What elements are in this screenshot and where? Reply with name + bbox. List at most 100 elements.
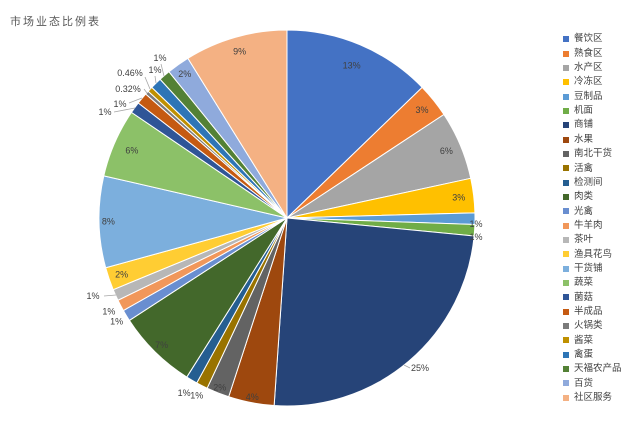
legend-label: 商铺 bbox=[574, 119, 594, 131]
chart-title: 市场业态比例表 bbox=[10, 16, 101, 28]
legend-item[interactable]: 检测间 bbox=[563, 175, 622, 189]
legend-item[interactable]: 天福农产品 bbox=[563, 362, 622, 376]
legend-item[interactable]: 水产区 bbox=[563, 61, 622, 75]
pie-data-label-15: 1% bbox=[86, 291, 99, 301]
legend-item[interactable]: 机面 bbox=[563, 104, 622, 118]
pie-data-label-26: 9% bbox=[233, 47, 246, 57]
legend-item[interactable]: 餐饮区 bbox=[563, 32, 622, 46]
legend-label: 社区服务 bbox=[574, 392, 613, 404]
legend-label: 百货 bbox=[574, 377, 594, 389]
legend-label: 水果 bbox=[574, 133, 594, 145]
legend-label: 牛羊肉 bbox=[574, 219, 603, 231]
pie-data-label-18: 6% bbox=[125, 145, 138, 155]
legend-label: 餐饮区 bbox=[574, 33, 603, 45]
legend-label: 茶叶 bbox=[574, 234, 594, 246]
pie-slice-17[interactable] bbox=[98, 175, 288, 269]
legend-item[interactable]: 半成品 bbox=[563, 305, 622, 319]
legend-color-swatch bbox=[563, 251, 569, 258]
legend-label: 菌菇 bbox=[574, 291, 594, 303]
legend-color-swatch bbox=[563, 222, 569, 229]
legend-label: 蔬菜 bbox=[574, 277, 594, 289]
legend-color-swatch bbox=[563, 351, 569, 358]
legend-color-swatch bbox=[563, 208, 569, 215]
legend-label: 光禽 bbox=[574, 205, 594, 217]
legend-label: 水产区 bbox=[574, 62, 603, 74]
legend-color-swatch bbox=[563, 337, 569, 344]
legend-item[interactable]: 熟食区 bbox=[563, 46, 622, 60]
legend-color-swatch bbox=[563, 394, 569, 401]
pie-slice-1[interactable] bbox=[286, 29, 423, 219]
legend-item[interactable]: 南北干货 bbox=[563, 147, 622, 161]
pie-slice-7[interactable] bbox=[273, 217, 475, 407]
pie-data-label-7: 25% bbox=[411, 363, 429, 373]
legend-label: 南北干货 bbox=[574, 148, 613, 160]
legend-color-swatch bbox=[563, 193, 569, 200]
legend-item[interactable]: 活禽 bbox=[563, 161, 622, 175]
legend-color-swatch bbox=[563, 323, 569, 330]
legend-item[interactable]: 渔具花鸟 bbox=[563, 247, 622, 261]
legend-color-swatch bbox=[563, 64, 569, 71]
pie-data-label-2: 3% bbox=[415, 105, 428, 115]
legend-item[interactable]: 豆制品 bbox=[563, 89, 622, 103]
legend-label: 火锅类 bbox=[574, 320, 603, 332]
legend-color-swatch bbox=[563, 165, 569, 172]
pie-data-label-11: 1% bbox=[178, 388, 191, 398]
legend-label: 酱菜 bbox=[574, 334, 594, 346]
legend-color-swatch bbox=[563, 179, 569, 186]
legend-label: 禽蛋 bbox=[574, 348, 594, 360]
legend-color-swatch bbox=[563, 366, 569, 373]
legend-label: 豆制品 bbox=[574, 90, 603, 102]
legend-color-swatch bbox=[563, 50, 569, 57]
pie-data-label-10: 1% bbox=[190, 391, 203, 401]
legend-color-swatch bbox=[563, 280, 569, 287]
legend-item[interactable]: 牛羊肉 bbox=[563, 218, 622, 232]
legend-item[interactable]: 冷冻区 bbox=[563, 75, 622, 89]
pie-data-label-13: 1% bbox=[110, 316, 123, 326]
pie-data-label-23: 1% bbox=[148, 65, 161, 75]
pie-data-label-3: 6% bbox=[440, 146, 453, 156]
legend-item[interactable]: 光禽 bbox=[563, 204, 622, 218]
pie-data-label-21: 0.32% bbox=[115, 84, 141, 94]
legend-item[interactable]: 蔬菜 bbox=[563, 276, 622, 290]
pie-data-label-20: 1% bbox=[113, 99, 126, 109]
legend-color-swatch bbox=[563, 294, 569, 301]
legend-item[interactable]: 肉类 bbox=[563, 190, 622, 204]
legend-label: 熟食区 bbox=[574, 47, 603, 59]
pie-data-label-17: 8% bbox=[102, 217, 115, 227]
pie-data-label-19: 1% bbox=[98, 107, 111, 117]
legend-color-swatch bbox=[563, 308, 569, 315]
pie-data-label-4: 3% bbox=[452, 192, 465, 202]
legend-item[interactable]: 火锅类 bbox=[563, 319, 622, 333]
legend-item[interactable]: 水果 bbox=[563, 132, 622, 146]
label-leader-line bbox=[154, 75, 157, 84]
legend-label: 半成品 bbox=[574, 305, 603, 317]
legend-label: 肉类 bbox=[574, 191, 594, 203]
label-leader-line bbox=[144, 76, 151, 90]
legend-item[interactable]: 社区服务 bbox=[563, 391, 622, 405]
legend-item[interactable]: 菌菇 bbox=[563, 290, 622, 304]
legend-item[interactable]: 禽蛋 bbox=[563, 348, 622, 362]
legend-color-swatch bbox=[563, 136, 569, 143]
label-leader-line bbox=[143, 88, 148, 94]
pie-data-label-22: 0.46% bbox=[117, 68, 143, 78]
legend-color-swatch bbox=[563, 79, 569, 86]
legend: 餐饮区 熟食区 水产区 冷冻区 豆制品 机面 商铺 bbox=[563, 32, 622, 405]
label-leader-line bbox=[160, 63, 165, 77]
pie-data-label-6: 1% bbox=[469, 232, 482, 242]
pie-slice-26[interactable] bbox=[187, 29, 288, 219]
label-leader-line bbox=[113, 107, 136, 113]
legend-label: 天福农产品 bbox=[574, 363, 622, 375]
pie-data-label-24: 1% bbox=[153, 53, 166, 63]
legend-item[interactable]: 百货 bbox=[563, 376, 622, 390]
legend-item[interactable]: 干货铺 bbox=[563, 262, 622, 276]
legend-label: 渔具花鸟 bbox=[574, 248, 613, 260]
legend-item[interactable]: 酱菜 bbox=[563, 333, 622, 347]
legend-item[interactable]: 茶叶 bbox=[563, 233, 622, 247]
pie-data-label-1: 13% bbox=[343, 61, 361, 71]
legend-color-swatch bbox=[563, 122, 569, 129]
legend-item[interactable]: 商铺 bbox=[563, 118, 622, 132]
legend-label: 活禽 bbox=[574, 162, 594, 174]
legend-label: 冷冻区 bbox=[574, 76, 603, 88]
